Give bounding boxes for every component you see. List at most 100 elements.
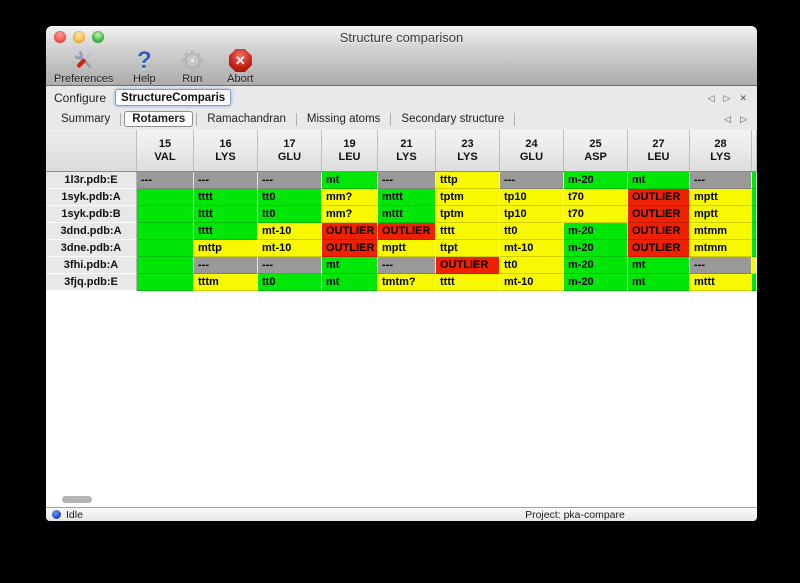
rotamer-cell[interactable]: [137, 206, 194, 223]
rotamer-cell[interactable]: tt0: [500, 223, 564, 240]
rotamer-cell[interactable]: m-20: [564, 274, 628, 291]
rotamer-cell[interactable]: mttt: [378, 189, 436, 206]
rotamer-cell[interactable]: OUTLIER: [322, 223, 378, 240]
tab-rotamers[interactable]: Rotamers: [124, 111, 194, 127]
rotamer-cell[interactable]: [137, 274, 194, 291]
row-header-1syk[interactable]: 1syk.pdb:A: [46, 189, 137, 206]
rotamer-cell[interactable]: OUTLIER: [628, 189, 690, 206]
rotamer-cell[interactable]: mptt: [690, 206, 752, 223]
rotamer-cell[interactable]: [752, 206, 757, 223]
rotamer-cell[interactable]: tttt: [436, 274, 500, 291]
rotamer-cell[interactable]: m-20: [564, 172, 628, 189]
rotamer-cell[interactable]: [752, 172, 757, 189]
column-header-21[interactable]: 21 LYS: [378, 130, 436, 171]
rotamer-cell[interactable]: tt0: [258, 206, 322, 223]
rotamer-cell[interactable]: ---: [258, 172, 322, 189]
rotamer-cell[interactable]: ---: [194, 257, 258, 274]
rotamer-cell[interactable]: OUTLIER: [436, 257, 500, 274]
row-header-3dnd[interactable]: 3dnd.pdb:A: [46, 223, 137, 240]
tabs-next-icon[interactable]: ▷: [740, 114, 747, 124]
rotamer-cell[interactable]: mt-10: [258, 240, 322, 257]
rotamer-cell[interactable]: tptm: [436, 189, 500, 206]
column-header-15[interactable]: 15 VAL: [137, 130, 194, 171]
rotamer-cell[interactable]: tt0: [258, 274, 322, 291]
rotamer-cell[interactable]: tttt: [436, 223, 500, 240]
rotamer-cell[interactable]: ---: [258, 257, 322, 274]
rotamer-cell[interactable]: [752, 240, 757, 257]
rotamer-cell[interactable]: tt0: [500, 257, 564, 274]
rotamer-cell[interactable]: mt-10: [500, 274, 564, 291]
row-header-3dne[interactable]: 3dne.pdb:A: [46, 240, 137, 257]
rotamer-cell[interactable]: ---: [137, 172, 194, 189]
column-header-27[interactable]: 27 LEU: [628, 130, 690, 171]
rotamer-cell[interactable]: mt: [628, 172, 690, 189]
rotamer-cell[interactable]: [752, 189, 757, 206]
tab-summary[interactable]: Summary: [61, 113, 111, 125]
row-header-3fhi[interactable]: 3fhi.pdb:A: [46, 257, 137, 274]
rotamer-cell[interactable]: t70: [564, 189, 628, 206]
rotamer-cell[interactable]: tttp: [436, 172, 500, 189]
rotamer-cell[interactable]: [137, 223, 194, 240]
rotamer-cell[interactable]: mtmm: [690, 240, 752, 257]
rotamer-cell[interactable]: m-20: [564, 240, 628, 257]
row-header-1l3r[interactable]: 1l3r.pdb:E: [46, 172, 137, 189]
tabs-prev-icon[interactable]: ◁: [724, 114, 732, 124]
rotamer-cell[interactable]: tttt: [194, 206, 258, 223]
column-header-25[interactable]: 25 ASP: [564, 130, 628, 171]
rotamer-cell[interactable]: [137, 240, 194, 257]
rotamer-cell[interactable]: mt: [628, 274, 690, 291]
rotamer-cell[interactable]: tttt: [194, 189, 258, 206]
column-header-17[interactable]: 17 GLU: [258, 130, 322, 171]
rotamer-cell[interactable]: mptt: [378, 240, 436, 257]
column-header-23[interactable]: 23 LYS: [436, 130, 500, 171]
rotamer-cell[interactable]: mt: [628, 257, 690, 274]
rotamer-cell[interactable]: OUTLIER: [322, 240, 378, 257]
rotamer-cell[interactable]: tptm: [436, 206, 500, 223]
rotamer-cell[interactable]: ---: [378, 257, 436, 274]
tab-ramachandran[interactable]: Ramachandran: [207, 113, 286, 125]
rotamer-cell[interactable]: t70: [564, 206, 628, 223]
rotamer-cell[interactable]: mptt: [690, 189, 752, 206]
tab-secondary-structure[interactable]: Secondary structure: [401, 113, 505, 125]
toolbar-button-abort[interactable]: ✕ Abort: [223, 48, 257, 85]
close-window-button[interactable]: [54, 31, 66, 43]
rotamer-cell[interactable]: ---: [690, 257, 752, 274]
toolbar-button-help[interactable]: ? Help: [127, 48, 161, 85]
configure-prev-icon[interactable]: ◁: [707, 92, 715, 103]
rotamer-cell[interactable]: [137, 189, 194, 206]
column-header-28[interactable]: 28 LYS: [690, 130, 752, 171]
rotamer-cell[interactable]: OUTLIER: [628, 206, 690, 223]
rotamer-cell[interactable]: tmtm?: [378, 274, 436, 291]
minimize-window-button[interactable]: [73, 31, 85, 43]
zoom-window-button[interactable]: [92, 31, 104, 43]
rotamer-cell[interactable]: tp10: [500, 206, 564, 223]
configure-name-input[interactable]: [115, 89, 232, 106]
tab-missing-atoms[interactable]: Missing atoms: [306, 113, 381, 125]
rotamer-cell[interactable]: tp10: [500, 189, 564, 206]
column-header-partial[interactable]: [752, 130, 757, 171]
row-header-3fjq[interactable]: 3fjq.pdb:E: [46, 274, 137, 291]
rotamer-cell[interactable]: ---: [194, 172, 258, 189]
rotamer-cell[interactable]: tttt: [194, 223, 258, 240]
rotamer-cell[interactable]: mt: [322, 172, 378, 189]
rotamer-cell[interactable]: tt0: [258, 189, 322, 206]
rotamer-cell[interactable]: ---: [500, 172, 564, 189]
rotamer-cell[interactable]: [752, 274, 757, 291]
rotamer-cell[interactable]: mttt: [690, 274, 752, 291]
rotamer-cell[interactable]: mtmm: [690, 223, 752, 240]
rotamer-cell[interactable]: OUTLIER: [628, 223, 690, 240]
rotamer-cell[interactable]: mt-10: [258, 223, 322, 240]
column-header-16[interactable]: 16 LYS: [194, 130, 258, 171]
rotamer-cell[interactable]: ---: [378, 172, 436, 189]
rotamer-cell[interactable]: ttpt: [436, 240, 500, 257]
column-header-24[interactable]: 24 GLU: [500, 130, 564, 171]
rotamer-cell[interactable]: mttp: [194, 240, 258, 257]
toolbar-button-run[interactable]: Run: [175, 48, 209, 85]
rotamer-cell[interactable]: OUTLIER: [628, 240, 690, 257]
toolbar-button-preferences[interactable]: Preferences: [54, 48, 113, 85]
rotamer-cell[interactable]: ---: [690, 172, 752, 189]
column-header-19[interactable]: 19 LEU: [322, 130, 378, 171]
rotamer-cell[interactable]: mt: [322, 257, 378, 274]
rotamer-cell[interactable]: [752, 223, 757, 240]
configure-next-icon[interactable]: ▷: [723, 92, 731, 103]
